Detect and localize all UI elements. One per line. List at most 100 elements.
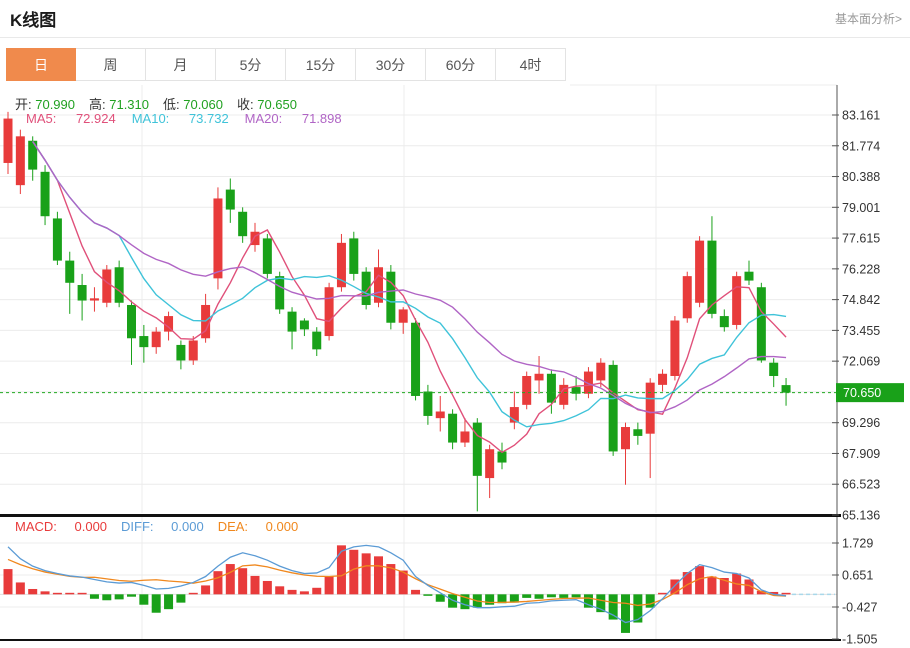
legend-label: MA5: xyxy=(26,111,57,126)
macd-axis-label: -0.427 xyxy=(842,601,877,615)
title-divider xyxy=(0,37,910,38)
candle xyxy=(497,451,507,463)
candle xyxy=(188,340,198,361)
macd-bar xyxy=(127,594,136,597)
legend-value: 0.000 xyxy=(262,519,299,534)
candle xyxy=(695,240,705,303)
macd-bar xyxy=(250,575,260,595)
macd-bar xyxy=(15,582,25,595)
tab-min15[interactable]: 15分 xyxy=(286,48,356,81)
y-axis-label: 65.136 xyxy=(842,509,880,523)
candle xyxy=(682,276,692,319)
ma5-line xyxy=(32,141,787,454)
macd-bar xyxy=(744,579,754,595)
y-axis-label: 66.523 xyxy=(842,478,880,492)
candle xyxy=(546,373,556,403)
diff-line xyxy=(7,544,787,624)
candle xyxy=(658,373,668,385)
macd-bar xyxy=(435,594,445,602)
candle xyxy=(28,140,38,170)
candle xyxy=(151,331,161,348)
macd-legend-bar: MACD: 0.000 DIFF: 0.000 DEA: 0.000 xyxy=(15,519,312,534)
macd-bar xyxy=(139,594,149,605)
candle xyxy=(769,362,779,376)
candle xyxy=(608,364,618,452)
legend-label: MACD: xyxy=(15,519,57,534)
tab-hour4[interactable]: 4时 xyxy=(496,48,566,81)
candle xyxy=(670,320,680,376)
macd-bar xyxy=(485,594,495,605)
legend-value: 70.060 xyxy=(179,97,223,112)
macd-bar xyxy=(114,594,124,600)
macd-bar xyxy=(522,594,532,598)
legend-label: 高: xyxy=(89,97,106,112)
macd-bar xyxy=(361,553,371,595)
macd-bar xyxy=(509,594,519,603)
macd-bar xyxy=(151,594,161,613)
macd-bar xyxy=(374,556,383,595)
legend-label: 收: xyxy=(237,97,254,112)
candle xyxy=(707,240,717,314)
tab-day[interactable]: 日 xyxy=(6,48,76,81)
macd-bar xyxy=(546,594,556,598)
y-axis-label: 81.774 xyxy=(842,139,880,153)
y-axis-label: 72.069 xyxy=(842,355,880,369)
macd-bar xyxy=(398,570,408,595)
y-axis-label: 67.909 xyxy=(842,447,880,461)
candle xyxy=(324,287,334,337)
candle xyxy=(164,316,174,332)
macd-bar xyxy=(77,592,87,595)
tab-min60[interactable]: 60分 xyxy=(426,48,496,81)
macd-bar xyxy=(411,589,421,595)
candle xyxy=(645,382,655,434)
ma10-line xyxy=(32,141,787,428)
macd-bar xyxy=(176,594,186,603)
candle xyxy=(756,287,766,361)
tab-week[interactable]: 周 xyxy=(76,48,146,81)
macd-bar xyxy=(3,569,13,595)
tab-min30[interactable]: 30分 xyxy=(356,48,426,81)
macd-bar xyxy=(238,568,248,595)
candle xyxy=(213,198,223,279)
candle xyxy=(583,371,593,394)
macd-bar xyxy=(534,594,544,599)
candle xyxy=(312,331,322,350)
macd-bar xyxy=(102,594,112,601)
candle xyxy=(744,271,754,281)
dea-line xyxy=(7,558,787,607)
macd-bar xyxy=(324,576,334,595)
legend-value: 71.310 xyxy=(105,97,149,112)
candle xyxy=(65,260,75,283)
legend-label: MA10: xyxy=(131,111,170,126)
macd-bar xyxy=(336,545,346,595)
macd-bar xyxy=(386,564,396,595)
macd-bar xyxy=(299,591,309,595)
y-axis-label: 73.455 xyxy=(842,324,880,338)
candle xyxy=(398,309,408,323)
candle xyxy=(732,276,742,325)
macd-bar xyxy=(275,586,285,595)
macd-axis-label: -1.505 xyxy=(842,633,877,647)
period-tab-bar: 日周月 5分 15分 30分 60分 4时 xyxy=(6,48,566,81)
ma20-line xyxy=(32,141,787,414)
macd-bar xyxy=(287,589,297,595)
tab-min5[interactable]: 5分 xyxy=(216,48,286,81)
macd-bar xyxy=(559,594,569,598)
candle xyxy=(522,375,532,405)
y-axis-label: 76.228 xyxy=(842,262,880,276)
tab-month[interactable]: 月 xyxy=(146,48,216,81)
candle xyxy=(89,298,99,301)
y-axis-label: 79.001 xyxy=(842,201,880,215)
y-axis-label: 83.161 xyxy=(842,109,880,123)
candle xyxy=(448,413,458,443)
macd-bar xyxy=(312,587,322,595)
candle xyxy=(15,136,25,186)
candle xyxy=(176,344,186,361)
macd-bar xyxy=(695,566,705,595)
macd-bar xyxy=(633,594,643,623)
candle xyxy=(411,322,421,396)
ohlc-info-bar: 开: 70.990 高: 71.310 低: 70.060 收: 70.650 xyxy=(15,94,311,113)
fundamental-analysis-link[interactable]: 基本面分析> xyxy=(834,12,902,26)
